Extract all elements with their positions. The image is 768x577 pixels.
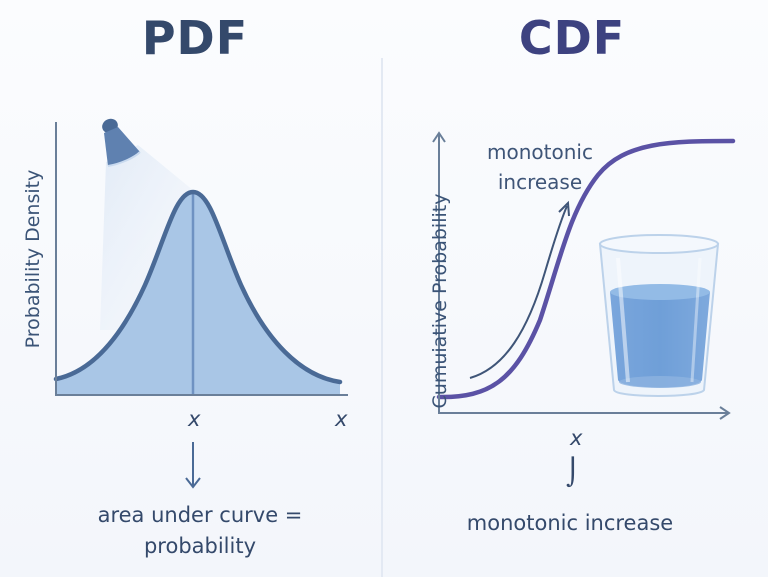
pdf-x-tick-label: x [188,407,201,431]
pdf-area-fill [56,192,340,395]
cdf-annotation-line1: monotonic [487,140,593,164]
pdf-caption: area under curve = probability [60,500,340,562]
pdf-caption-line2: probability [143,534,257,558]
pdf-title: PDF [141,11,249,65]
pdf-down-arrow [185,442,201,489]
pdf-caption-line1: area under curve = [97,503,303,527]
cdf-curve [436,138,736,400]
cdf-x-axis [438,406,731,420]
lamp-beam [100,145,205,330]
cdf-annotation: monotonic increase [470,137,610,197]
cdf-connector-glyph: ⌡ [566,458,580,488]
cdf-annotation-line2: increase [497,170,583,194]
cdf-y-axis [432,131,446,414]
monotonic-arrow [469,200,570,379]
pdf-y-axis-label: Probability Density [22,169,44,349]
cdf-title: CDF [518,11,626,65]
cdf-y-axis-label: Cumuiative Probability [429,193,451,409]
pdf-x-axis-label: x [335,407,348,431]
water-glass-icon [598,234,720,397]
cdf-x-axis-label: x [570,426,583,450]
panel-divider [381,58,383,577]
lamp-icon [102,118,141,167]
pdf-curve [53,189,343,385]
cdf-caption: monotonic increase [466,511,674,535]
